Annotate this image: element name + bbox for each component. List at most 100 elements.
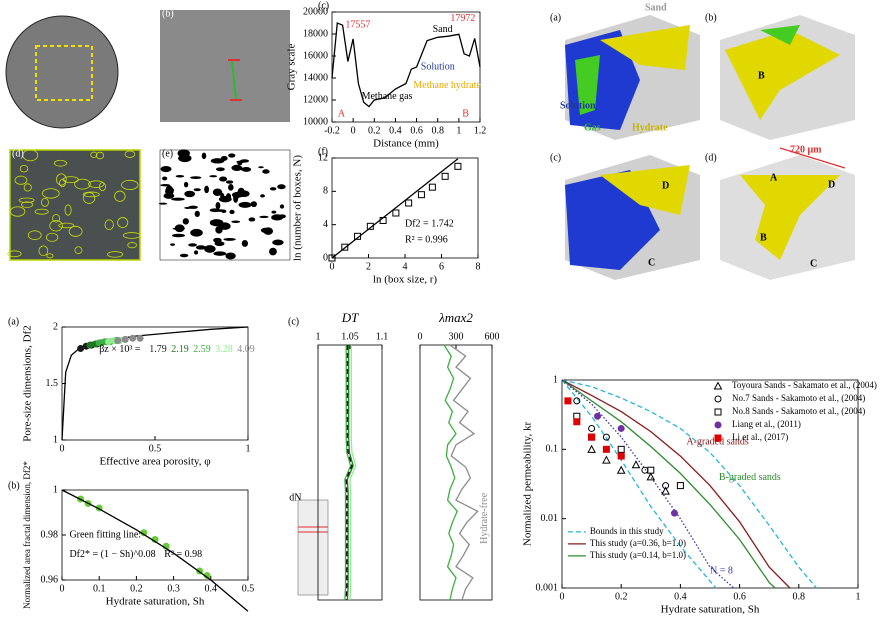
hydrate-outline (40, 197, 49, 207)
hydrate-outline (45, 232, 59, 242)
hydrate-outline (41, 188, 60, 199)
legend-entry: 3.28 (215, 344, 233, 355)
hydrate-outline (46, 253, 54, 259)
x-tick-label: 4 (403, 261, 408, 272)
ct-slice (5, 15, 119, 129)
pore (229, 209, 235, 215)
legend-marker (714, 421, 722, 429)
binary-image (159, 149, 291, 261)
y-axis-label: ln (number of boxes, N) (292, 155, 304, 261)
series-line (61, 489, 249, 612)
legend-entry: 4.09 (237, 344, 255, 355)
hydrate-outline (49, 220, 63, 232)
legend-entry: No.8 Sands - Sakamoto et al., (2004) (732, 406, 865, 416)
annotation: D (662, 180, 669, 191)
x-tick-label: 0.8 (793, 591, 806, 602)
panel-label: (c) (288, 316, 299, 327)
y-tick-label: 14000 (303, 72, 328, 83)
marker (417, 191, 425, 199)
x-axis-label: Hydrate saturation, Sh (661, 604, 760, 616)
panel-label: (c) (318, 0, 329, 11)
pore (212, 188, 223, 196)
marker (676, 482, 684, 490)
pore (160, 184, 171, 187)
y-tick-label: 16000 (303, 50, 328, 61)
render-a (565, 15, 700, 140)
hydrate-outline (68, 225, 83, 237)
series-line (443, 344, 458, 601)
x-tick-label: 0.8 (431, 125, 444, 136)
y-tick-label: 2 (53, 321, 58, 332)
pore (194, 250, 199, 255)
hydrate-outline (124, 150, 136, 158)
pore (260, 194, 265, 198)
y-tick-label: 1 (53, 434, 58, 445)
pore (188, 243, 197, 247)
annotation: 720 μm (790, 144, 822, 155)
pore (272, 239, 284, 246)
marker (594, 412, 602, 420)
x-tick-label: 1 (456, 125, 461, 136)
series-line (345, 345, 353, 601)
x-tick-label: 0.2 (130, 583, 143, 594)
marker (587, 444, 596, 453)
hydrate-outline (7, 250, 22, 258)
marker (564, 397, 572, 405)
marker (129, 334, 137, 342)
y-axis-label: Normalized permeability, kr (522, 422, 534, 547)
marker (617, 424, 625, 432)
legend-entry: Bounds in this study (590, 526, 664, 536)
pore (233, 194, 239, 203)
x-tick-label: 0 (560, 591, 565, 602)
pore (193, 188, 201, 192)
panel-label: (a) (8, 316, 19, 327)
hydrate-outline (98, 182, 107, 192)
pore (259, 215, 269, 219)
marker (121, 335, 129, 343)
plot-frame (561, 379, 859, 589)
x-tick-label: 0.5 (242, 583, 255, 594)
legend-entry: 1.79 (149, 344, 167, 355)
pore (278, 214, 286, 219)
pore (158, 202, 168, 205)
pore (204, 245, 216, 253)
x-tick-label: 1 (246, 443, 251, 454)
panel-label: (b) (705, 12, 717, 23)
marker (573, 397, 581, 405)
axis-title: DT (341, 310, 359, 325)
annotation: D (828, 179, 835, 190)
marker (631, 460, 641, 469)
panel-label: (e) (162, 148, 173, 159)
x-tick-label: 1 (316, 331, 321, 342)
annotation: Green fitting line: (69, 529, 141, 540)
y-tick-label: 12 (318, 152, 328, 163)
pore (215, 167, 225, 172)
legend-entry: This study (a=0.14, b=1.0) (590, 550, 686, 560)
hydrate-outline (90, 151, 98, 158)
annotation: A (770, 172, 778, 183)
hydrate-outline (22, 149, 39, 162)
x-tick-label: 0.2 (615, 591, 628, 602)
x-tick-label: 0.2 (368, 125, 381, 136)
pore (277, 184, 286, 190)
annotation: Hydrate-free (479, 492, 490, 544)
marker (617, 445, 625, 453)
legend-marker (714, 408, 722, 416)
x-tick-label: 8 (476, 261, 481, 272)
marker (441, 172, 449, 180)
annotation: Methane gas (362, 91, 413, 102)
marker (670, 509, 678, 517)
pore (190, 176, 202, 180)
x-tick-label: 0 (60, 583, 65, 594)
pore (219, 176, 228, 182)
marker (136, 334, 144, 342)
pore (160, 165, 172, 173)
hydrate-outline (27, 230, 42, 240)
legend-marker (714, 434, 722, 442)
marker (602, 455, 611, 464)
pore (171, 197, 185, 201)
marker (573, 418, 581, 426)
hydrate-outline (58, 222, 75, 229)
pore (179, 253, 189, 258)
annotation: R² = 0.98 (164, 549, 202, 560)
